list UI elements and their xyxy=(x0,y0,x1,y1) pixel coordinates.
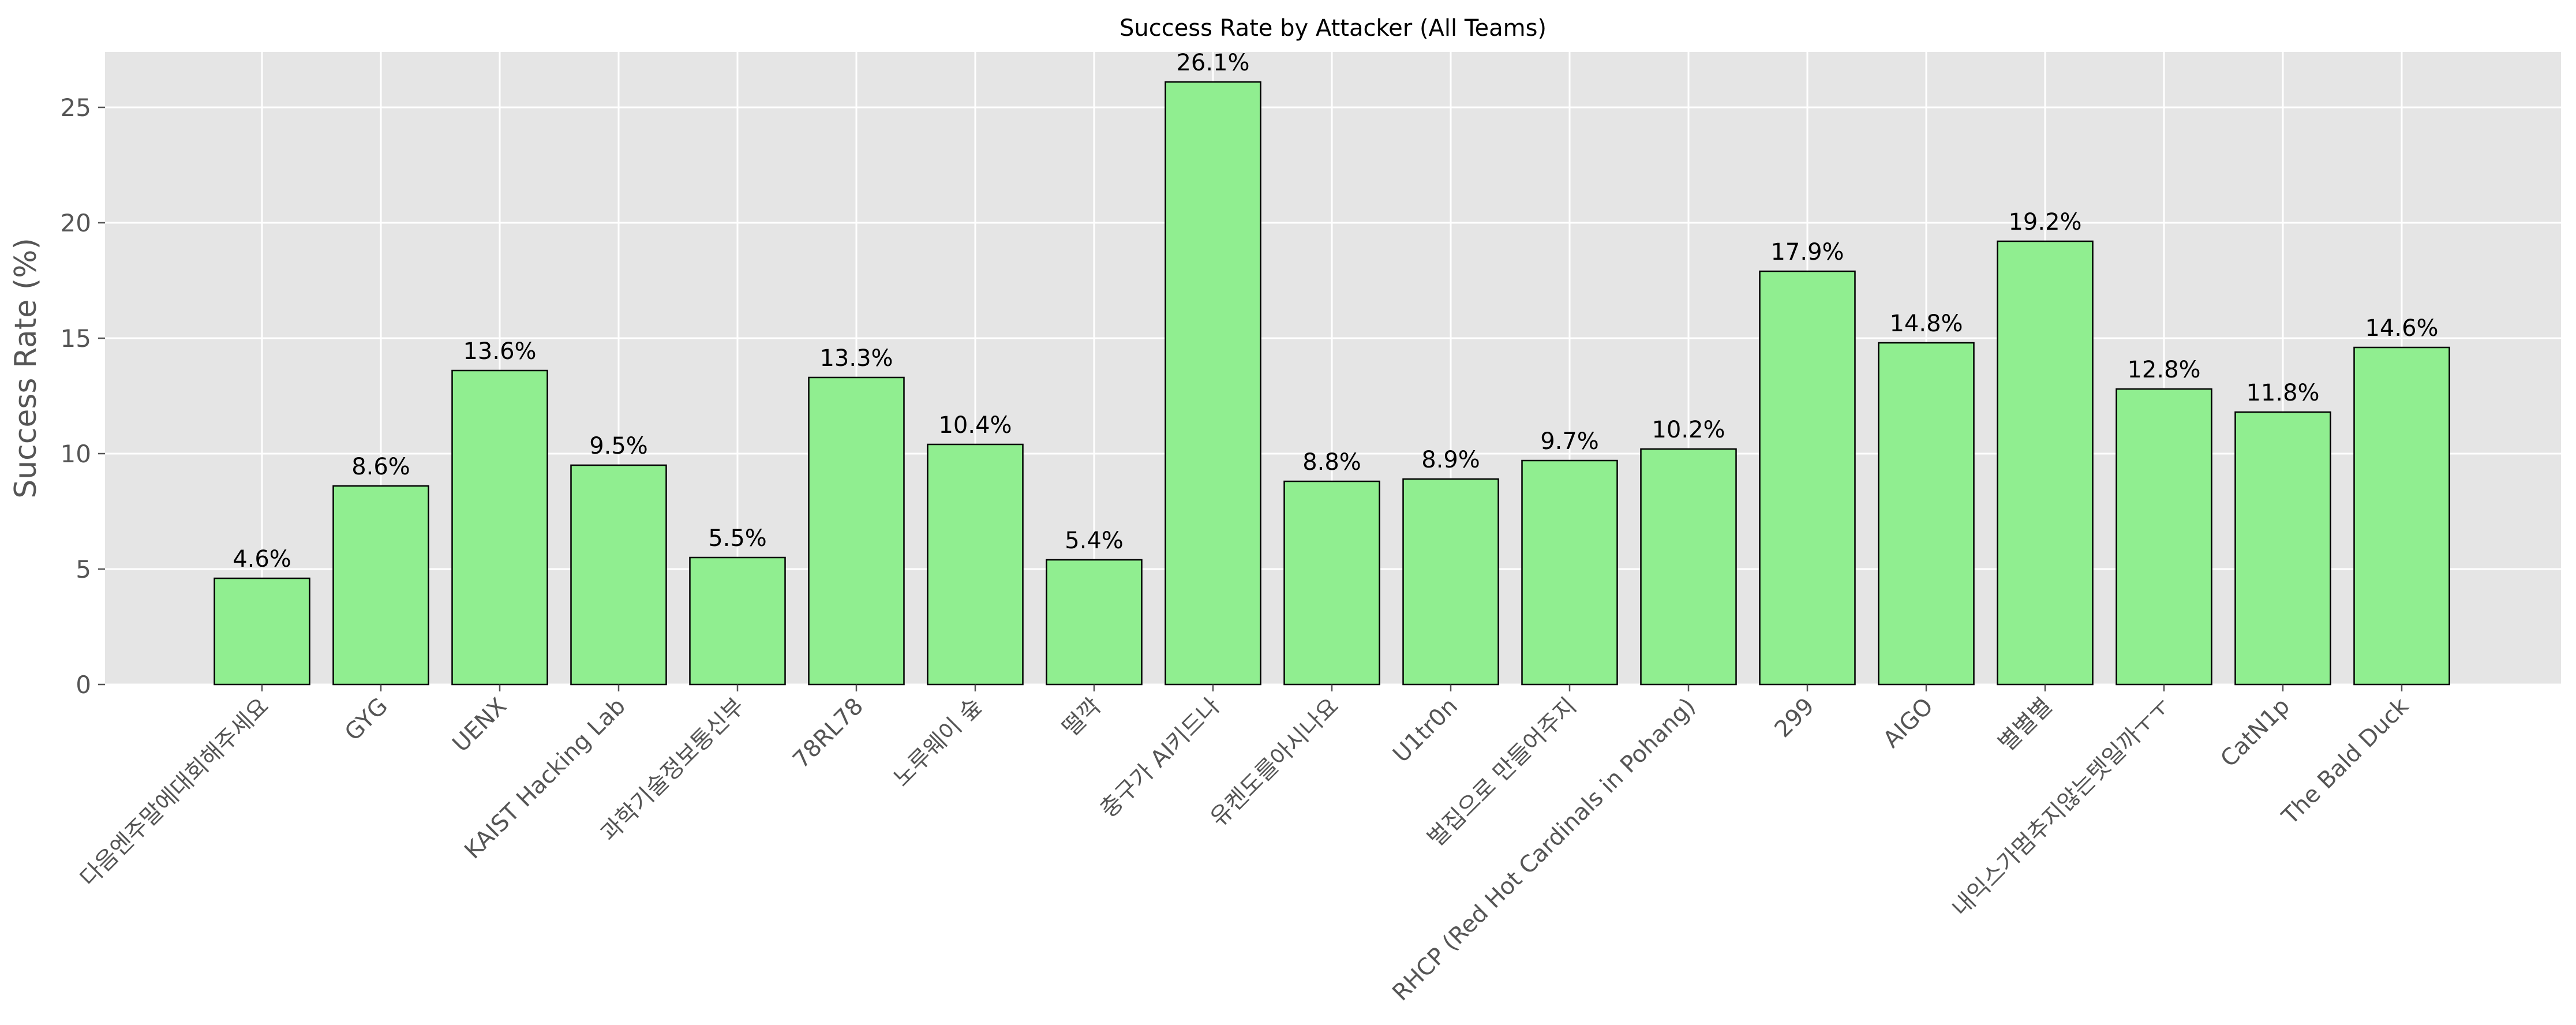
x-tick-label-2: UENX xyxy=(447,693,512,758)
bar-16 xyxy=(2116,388,2212,686)
bar-6 xyxy=(927,443,1024,686)
bar-5 xyxy=(808,376,905,686)
data-label-14: 14.8% xyxy=(1889,311,1963,337)
x-tick-label-13: 299 xyxy=(1770,693,1820,743)
data-label-4: 5.5% xyxy=(708,525,767,552)
data-label-10: 8.9% xyxy=(1421,447,1480,473)
data-label-15: 19.2% xyxy=(2008,209,2081,235)
x-tick-label-14: AIGO xyxy=(1878,693,1938,753)
data-label-2: 13.6% xyxy=(463,338,536,365)
data-label-6: 10.4% xyxy=(938,412,1012,439)
data-labels: 4.6% 8.6% 13.6% 9.5% 5.5% 13.3% 10.4% 5.4% 26.1%… xyxy=(233,50,2438,573)
data-label-3: 9.5% xyxy=(589,433,648,459)
bar-10 xyxy=(1402,478,1499,686)
x-tick-label-9: 유켄도를아시나요 xyxy=(1205,693,1344,832)
y-tick-label-0: 0 xyxy=(76,671,91,699)
y-tick-label-3: 15 xyxy=(61,324,91,353)
x-tick-label-6: 노루웨이 숲 xyxy=(888,693,987,792)
bar-8 xyxy=(1165,81,1261,686)
bar-11 xyxy=(1521,459,1618,686)
bars xyxy=(214,81,2450,686)
x-tick-label-7: 떨깍 xyxy=(1057,693,1106,742)
data-label-5: 13.3% xyxy=(819,345,893,372)
x-tick-label-1: GYG xyxy=(340,693,393,746)
data-label-11: 9.7% xyxy=(1540,428,1599,455)
bar-17 xyxy=(2234,411,2331,686)
x-tick-label-16: 내익스가멈추지않는텟일까ㅜㅜ xyxy=(1947,693,2176,922)
data-label-18: 14.6% xyxy=(2365,315,2438,342)
data-label-16: 12.8% xyxy=(2127,357,2200,383)
bar-4 xyxy=(689,556,786,686)
bar-13 xyxy=(1759,270,1856,686)
data-label-13: 17.9% xyxy=(1770,239,1844,265)
data-label-1: 8.6% xyxy=(351,454,410,480)
data-label-8: 26.1% xyxy=(1176,50,1249,76)
y-tick-label-4: 20 xyxy=(61,209,91,237)
x-tick-label-18: The Bald Duck xyxy=(2277,693,2414,831)
y-tick-label-2: 10 xyxy=(61,440,91,468)
bar-14 xyxy=(1878,342,1975,686)
y-axis: 0 5 10 15 20 25 xyxy=(61,93,105,699)
data-label-12: 10.2% xyxy=(1652,417,1725,443)
x-tick-label-10: U1tr0n xyxy=(1388,693,1463,768)
bar-0 xyxy=(214,577,310,686)
y-tick-label-1: 5 xyxy=(76,555,91,583)
bar-7 xyxy=(1046,559,1143,686)
y-axis-label: Success Rate (%) xyxy=(9,238,43,499)
bar-1 xyxy=(332,485,429,686)
bar-18 xyxy=(2353,346,2450,686)
bar-3 xyxy=(570,464,667,686)
data-label-9: 8.8% xyxy=(1302,449,1361,476)
chart-title: Success Rate by Attacker (All Teams) xyxy=(1119,15,1547,42)
bar-2 xyxy=(451,369,548,686)
data-label-7: 5.4% xyxy=(1065,528,1124,554)
x-tick-label-17: CatN1p xyxy=(2215,693,2295,773)
x-tick-label-5: 78RL78 xyxy=(788,693,868,774)
data-label-0: 4.6% xyxy=(233,546,291,573)
data-label-17: 11.8% xyxy=(2246,380,2319,406)
x-tick-label-0: 다음엔주말에대회해주세요 xyxy=(75,693,274,892)
y-tick-label-5: 25 xyxy=(61,93,91,122)
bar-15 xyxy=(1997,240,2094,686)
bar-9 xyxy=(1283,480,1380,686)
x-tick-label-8: 충구가 AI키드나 xyxy=(1095,693,1225,823)
x-tick-label-15: 별별별 xyxy=(1993,693,2057,757)
bar-12 xyxy=(1640,448,1737,686)
